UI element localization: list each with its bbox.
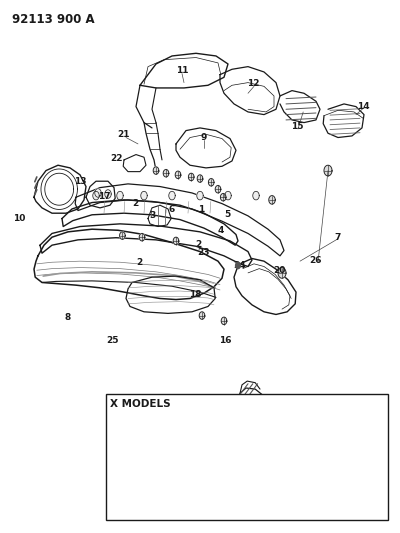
Polygon shape (197, 191, 203, 200)
Text: 13: 13 (74, 177, 86, 185)
Polygon shape (169, 191, 175, 200)
Text: 14: 14 (357, 102, 370, 111)
Text: 4: 4 (218, 227, 224, 235)
Polygon shape (324, 165, 332, 176)
Text: 7: 7 (334, 233, 340, 241)
Text: 5: 5 (224, 211, 230, 219)
Text: 17: 17 (98, 192, 111, 200)
Text: 9: 9 (200, 133, 206, 142)
Polygon shape (139, 233, 145, 241)
Polygon shape (208, 179, 214, 186)
Text: 19: 19 (311, 485, 324, 494)
Polygon shape (117, 191, 123, 200)
Polygon shape (253, 191, 259, 200)
Text: 6: 6 (169, 205, 175, 214)
Bar (106, 394, 388, 520)
Polygon shape (153, 167, 159, 174)
Polygon shape (221, 317, 227, 325)
Polygon shape (141, 191, 147, 200)
Text: X MODELS: X MODELS (110, 399, 171, 409)
Text: 11: 11 (176, 66, 188, 75)
Text: 20: 20 (273, 266, 285, 275)
Text: 25: 25 (106, 336, 119, 344)
Polygon shape (163, 169, 169, 177)
Polygon shape (269, 196, 275, 204)
Polygon shape (175, 171, 181, 179)
Text: 16: 16 (218, 336, 231, 344)
Polygon shape (93, 191, 99, 200)
Text: 23: 23 (197, 248, 210, 256)
Text: 26: 26 (309, 256, 322, 264)
Polygon shape (199, 312, 205, 319)
Polygon shape (278, 268, 286, 278)
Text: 14: 14 (331, 413, 344, 422)
Text: 3: 3 (149, 211, 155, 220)
Polygon shape (197, 175, 203, 182)
Polygon shape (225, 191, 231, 200)
Text: 8: 8 (64, 313, 70, 321)
Text: 1: 1 (198, 205, 204, 214)
Text: 15: 15 (291, 123, 304, 131)
Text: 2: 2 (132, 199, 138, 208)
Polygon shape (215, 185, 221, 193)
Polygon shape (173, 237, 179, 245)
Text: 21: 21 (117, 130, 130, 139)
Text: 8: 8 (154, 445, 160, 454)
Text: 2: 2 (136, 259, 142, 267)
Polygon shape (95, 189, 101, 197)
Circle shape (236, 262, 240, 269)
Text: 7: 7 (276, 424, 282, 432)
Polygon shape (188, 173, 194, 181)
Text: 12: 12 (247, 79, 260, 88)
Text: 10: 10 (13, 214, 25, 223)
Text: 2: 2 (196, 240, 202, 248)
Polygon shape (220, 193, 226, 201)
Text: 24: 24 (233, 261, 246, 270)
Text: 18: 18 (188, 290, 201, 299)
Polygon shape (120, 232, 125, 239)
Polygon shape (105, 190, 111, 198)
Text: 92113 900 A: 92113 900 A (12, 13, 95, 26)
Text: 22: 22 (110, 155, 123, 163)
